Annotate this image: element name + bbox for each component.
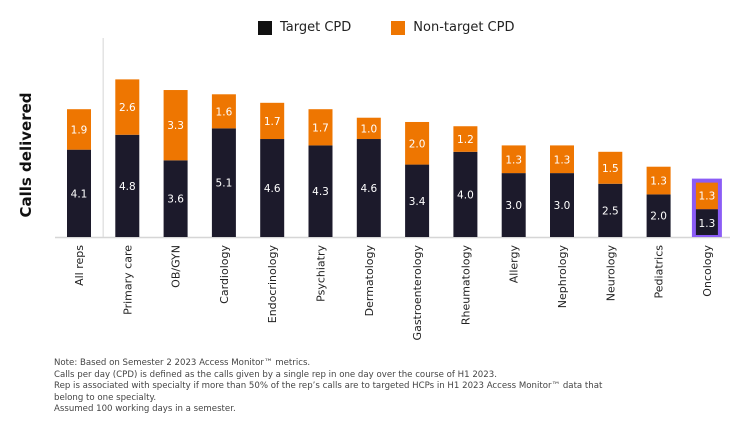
bar-nontarget <box>550 145 574 174</box>
x-tick-label: Psychiatry <box>315 245 328 302</box>
footnote-line: Assumed 100 working days in a semester. <box>54 404 236 415</box>
data-label-target: 4.0 <box>457 189 474 201</box>
x-tick-label: Dermatology <box>363 245 376 317</box>
data-label-target: 4.3 <box>312 186 329 198</box>
data-label-nontarget: 2.6 <box>119 102 136 114</box>
x-tick-label: Gastroenterology <box>411 245 424 340</box>
legend-item-target: Target CPD <box>258 20 351 35</box>
bar-group-pediatrics: 2.0 1.3 Pediatrics <box>646 166 671 299</box>
bar-nontarget <box>356 117 381 140</box>
bar-target <box>405 164 430 237</box>
x-tick-label: Neurology <box>604 245 617 302</box>
bar-group-oncology: 1.3 1.3 Oncology <box>691 178 722 297</box>
bar-nontarget <box>211 94 236 129</box>
bar-nontarget <box>260 102 285 140</box>
x-tick-label: Oncology <box>701 245 714 297</box>
data-label-nontarget: 1.7 <box>264 116 281 128</box>
data-label-target: 4.6 <box>264 183 281 195</box>
data-label-nontarget: 1.3 <box>505 154 522 166</box>
legend-label-target: Target CPD <box>280 20 352 35</box>
bar-target <box>550 173 574 237</box>
bar-group-dermatology: 4.6 1.0 Dermatology <box>356 117 381 317</box>
bar-group-allergy: 3.0 1.3 Allergy <box>501 145 526 284</box>
data-label-nontarget: 2.0 <box>409 138 426 150</box>
bar-target <box>695 209 718 235</box>
bar-group-all-reps: 4.1 1.9 All reps <box>67 109 91 286</box>
data-label-nontarget: 1.3 <box>554 154 571 166</box>
x-tick-label: All reps <box>73 245 86 286</box>
bar-group-nephrology: 3.0 1.3 Nephrology <box>550 145 574 308</box>
bar-nontarget <box>501 145 526 174</box>
bar-nontarget <box>598 151 623 184</box>
x-tick-label: Endocrinology <box>266 245 279 324</box>
bar-target <box>646 194 671 237</box>
footnote-line: Note: Based on Semester 2 2023 Access Mo… <box>54 358 311 368</box>
bar-group-endocrinology: 4.6 1.7 Endocrinology <box>260 102 285 324</box>
footnotes: Note: Based on Semester 2 2023 Access Mo… <box>54 358 602 416</box>
data-label-nontarget: 1.6 <box>216 106 233 118</box>
data-label-nontarget: 1.7 <box>312 122 329 134</box>
bar-nontarget <box>453 126 478 152</box>
x-tick-label: Allergy <box>508 245 521 284</box>
x-tick-label: Primary care <box>121 245 134 315</box>
data-label-nontarget: 1.5 <box>602 163 619 175</box>
bar-target <box>453 151 478 237</box>
data-label-target: 5.1 <box>216 178 233 190</box>
bar-target <box>356 139 381 237</box>
bar-target <box>67 149 91 237</box>
data-label-target: 4.1 <box>71 188 88 200</box>
data-label-target: 2.5 <box>602 205 619 217</box>
bar-target <box>163 160 188 237</box>
footnote-line: Calls per day (CPD) is defined as the ca… <box>54 369 497 380</box>
bar-target <box>115 134 140 237</box>
x-tick-label: Pediatrics <box>653 245 666 299</box>
bar-group-gastroenterology: 3.4 2.0 Gastroenterology <box>405 121 430 340</box>
data-label-nontarget: 1.3 <box>699 190 716 202</box>
legend: Target CPD Non-target CPD <box>258 20 554 35</box>
data-label-target: 2.0 <box>650 211 667 223</box>
legend-label-nontarget: Non-target CPD <box>413 20 515 35</box>
stacked-bar-chart: 4.1 1.9 All reps 4.8 2.6 Primary care 3.6 3.3 OB… <box>55 38 730 340</box>
bar-group-psychiatry: 4.3 1.7 Psychiatry <box>308 109 333 302</box>
legend-swatch-nontarget <box>391 20 406 35</box>
bar-target <box>598 183 623 237</box>
x-tick-label: Cardiology <box>218 245 231 304</box>
bar-nontarget <box>115 79 140 135</box>
footnote-line: belong to one specialty. <box>54 392 157 403</box>
legend-swatch-target <box>258 20 272 35</box>
data-label-nontarget: 3.3 <box>167 120 184 132</box>
x-tick-label: Rheumatology <box>459 245 472 326</box>
data-label-nontarget: 1.2 <box>457 134 474 146</box>
data-label-target: 4.8 <box>119 181 136 193</box>
bar-nontarget <box>405 121 430 165</box>
data-label-nontarget: 1.0 <box>360 123 377 135</box>
bar-group-rheumatology: 4.0 1.2 Rheumatology <box>453 126 478 326</box>
bar-nontarget <box>646 166 671 195</box>
data-label-target: 3.0 <box>554 200 571 212</box>
legend-item-nontarget: Non-target CPD <box>391 20 514 35</box>
bar-group-cardiology: 5.1 1.6 Cardiology <box>211 94 236 304</box>
bar-group-ob-gyn: 3.6 3.3 OB/GYN <box>163 90 188 288</box>
data-label-nontarget: 1.3 <box>650 176 667 188</box>
data-label-target: 1.3 <box>699 218 716 230</box>
data-label-target: 3.6 <box>167 194 184 206</box>
bar-group-neurology: 2.5 1.5 Neurology <box>598 151 623 302</box>
bar-target <box>501 173 526 237</box>
bar-group-primary-care: 4.8 2.6 Primary care <box>115 79 140 315</box>
data-label-target: 4.6 <box>360 183 377 195</box>
bar-target <box>308 145 333 237</box>
bar-target <box>260 139 285 237</box>
x-tick-label: Nephrology <box>556 245 569 309</box>
x-tick-label: OB/GYN <box>170 245 183 288</box>
bar-target <box>211 128 236 237</box>
footnote-line: Rep is associated with specialty if more… <box>54 381 603 392</box>
bar-nontarget <box>308 109 333 146</box>
data-label-target: 3.0 <box>505 200 522 212</box>
data-label-nontarget: 1.9 <box>71 124 88 136</box>
data-label-target: 3.4 <box>409 196 426 208</box>
bar-nontarget <box>67 109 91 150</box>
bar-nontarget <box>695 182 718 210</box>
bar-nontarget <box>163 90 188 161</box>
